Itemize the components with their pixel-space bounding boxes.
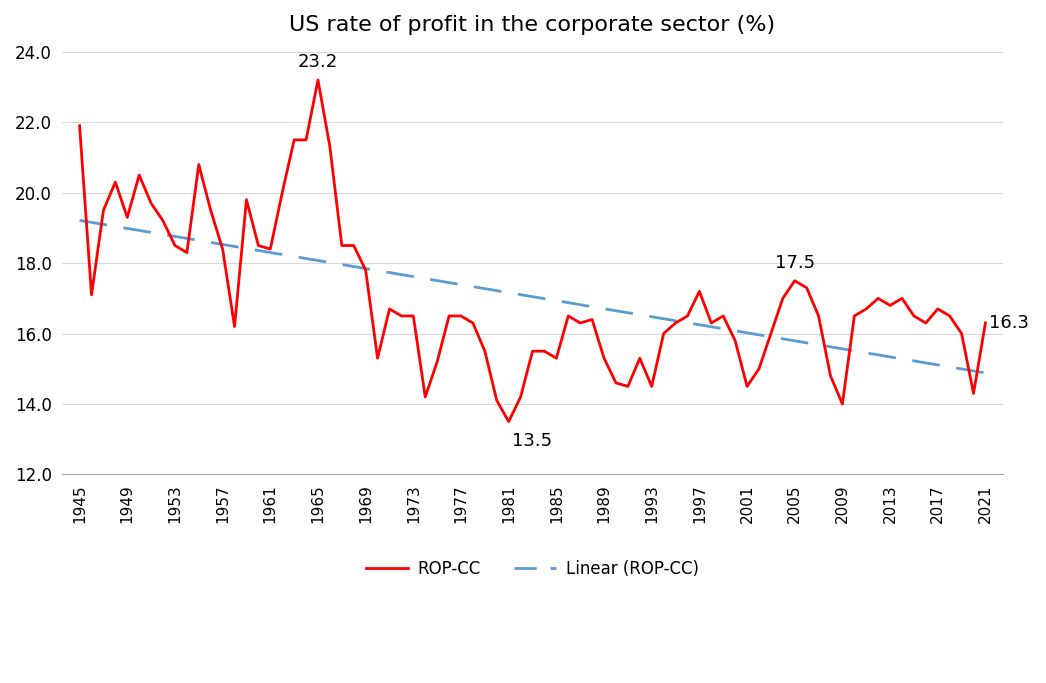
Text: 13.5: 13.5 bbox=[513, 432, 552, 450]
Legend: ROP-CC, Linear (ROP-CC): ROP-CC, Linear (ROP-CC) bbox=[360, 553, 706, 585]
Text: 17.5: 17.5 bbox=[775, 254, 815, 272]
Text: 16.3: 16.3 bbox=[990, 314, 1029, 332]
Title: US rate of profit in the corporate sector (%): US rate of profit in the corporate secto… bbox=[290, 15, 775, 35]
Text: 23.2: 23.2 bbox=[298, 53, 338, 71]
